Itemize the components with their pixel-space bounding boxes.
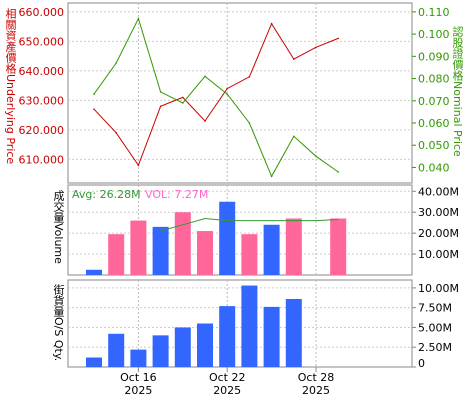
underlying-price-point <box>182 96 184 99</box>
right-tick-label: 0.090 <box>418 50 450 63</box>
os-qty-bar <box>197 323 213 367</box>
underlying-price-axis-label: 相關資產價格Underlying Price <box>4 8 17 165</box>
volume-bar <box>241 234 258 275</box>
underlying-price-point <box>270 22 273 25</box>
nominal-price-line <box>93 17 339 178</box>
volume-bar <box>330 218 347 275</box>
underlying-price-point <box>226 87 228 90</box>
nominal-price-point <box>293 135 295 138</box>
nominal-price-point <box>159 91 162 93</box>
volume-bar <box>130 220 147 275</box>
nominal-price-point <box>93 93 95 95</box>
nominal-price-point <box>337 171 340 173</box>
nominal-price-point <box>115 62 117 64</box>
volume-tick-label: 20.00M <box>418 227 459 240</box>
nominal-price-point <box>137 17 140 20</box>
underlying-price-point <box>315 46 317 49</box>
os-qty-tick-label: 0 <box>418 357 425 370</box>
underlying-price-line <box>93 22 339 167</box>
volume-bar <box>174 212 191 275</box>
left-tick-label: 630.000 <box>19 94 65 107</box>
right-tick-label: 0.050 <box>418 139 450 152</box>
underlying-price-point <box>93 108 95 111</box>
x-tick-label-year: 2025 <box>302 384 330 397</box>
x-tick-label-year: 2025 <box>213 384 241 397</box>
right-tick-label: 0.070 <box>418 95 450 108</box>
os-qty-tick-label: 2.50M <box>418 341 452 354</box>
volume-tick-label: 10.00M <box>418 248 459 261</box>
underlying-price-point <box>115 132 117 134</box>
volume-bar <box>285 218 302 275</box>
plot-frame-2 <box>67 184 413 276</box>
os-qty-bar <box>285 298 302 367</box>
x-tick-label-year: 2025 <box>124 384 152 397</box>
os-qty-tick-label: 5.00M <box>418 321 452 334</box>
right-tick-label: 0.080 <box>418 73 450 86</box>
underlying-price-point <box>204 120 206 122</box>
average-volume-line <box>160 217 339 232</box>
left-tick-label: 660.000 <box>19 6 65 19</box>
volume-bar <box>263 224 280 275</box>
volume-tick-label: 30.00M <box>418 206 459 219</box>
right-tick-label: 0.040 <box>418 161 450 174</box>
left-tick-label: 610.000 <box>19 153 65 166</box>
os-qty-tick-label: 10.00M <box>418 282 459 295</box>
x-tick-label-date: Oct 16 <box>120 371 157 384</box>
left-tick-label: 650.000 <box>19 35 65 48</box>
volume-bar <box>86 269 102 275</box>
os-qty-bar <box>263 306 280 367</box>
volume-axis-label: 成交量Volume <box>52 190 65 264</box>
os-qty-bar <box>86 357 102 367</box>
volume-bar <box>219 201 236 275</box>
left-tick-label: 640.000 <box>19 65 65 78</box>
os-qty-bar <box>219 306 236 367</box>
volume-bar <box>197 231 213 275</box>
nominal-price-point <box>204 75 206 78</box>
nominal-price-axis-label: 認股證價格Nominal Price <box>451 26 464 157</box>
right-tick-label: 0.110 <box>418 6 450 19</box>
nominal-price-point <box>248 122 251 124</box>
volume-bar <box>108 234 125 275</box>
nominal-price-point <box>226 93 228 95</box>
os-qty-bar <box>174 327 191 367</box>
left-tick-label: 620.000 <box>19 124 65 137</box>
underlying-price-point <box>159 105 162 108</box>
x-tick-label-date: Oct 28 <box>298 371 335 384</box>
underlying-price-point <box>293 58 295 60</box>
os-qty-bar <box>152 335 169 367</box>
underlying-price-point <box>248 75 251 78</box>
underlying-price-point <box>337 37 340 40</box>
underlying-price-point <box>137 164 140 167</box>
volume-bar <box>152 226 169 275</box>
plot-frame-1 <box>67 2 413 184</box>
os-qty-tick-label: 7.50M <box>418 302 452 315</box>
volume-tick-label: 40.00M <box>418 185 459 198</box>
right-tick-label: 0.100 <box>418 28 450 41</box>
plot-frame-3 <box>67 279 413 368</box>
os-qty-bar <box>108 333 125 367</box>
volume-value-label: VOL: 7.27M <box>145 188 208 201</box>
nominal-price-point <box>270 175 273 178</box>
os-qty-bar <box>130 349 147 367</box>
os-qty-bar <box>241 285 258 367</box>
x-tick-label-date: Oct 22 <box>209 371 246 384</box>
right-tick-label: 0.060 <box>418 117 450 130</box>
nominal-price-point <box>182 102 184 104</box>
os-qty-axis-label: 街貨量O/S Qty. <box>52 284 65 362</box>
nominal-price-point <box>315 155 317 158</box>
average-volume-label: Avg: 26.28M <box>72 188 141 201</box>
